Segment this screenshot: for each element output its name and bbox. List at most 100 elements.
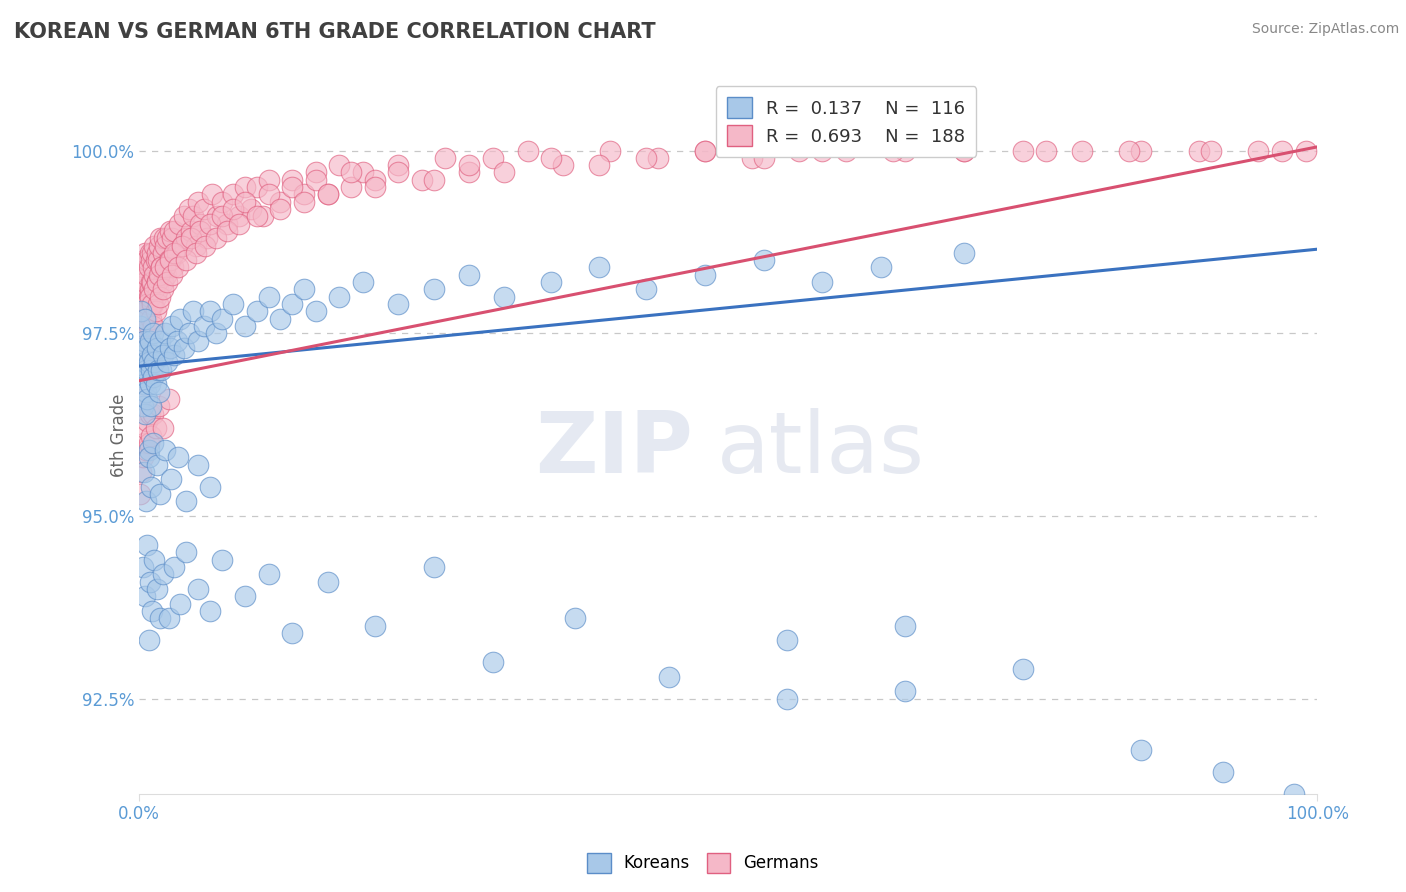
Point [146,341,169,355]
Point [233,318,256,333]
Point [599,144,621,158]
Point [152,421,174,435]
Point [811,275,834,289]
Point [131,260,153,275]
Point [155,268,177,282]
Point [170,238,193,252]
Point [257,187,280,202]
Point [129,392,152,406]
Point [160,253,183,268]
Point [163,348,186,362]
Point [193,202,215,216]
Point [146,275,169,289]
Point [693,268,716,282]
Point [364,618,387,632]
Point [458,268,481,282]
Point [1188,144,1211,158]
Point [143,238,166,252]
Point [340,180,363,194]
Point [146,297,169,311]
Point [340,165,363,179]
Point [141,604,163,618]
Point [138,334,160,348]
Point [153,238,176,252]
Point [136,414,159,428]
Point [167,450,190,465]
Point [145,290,167,304]
Point [257,173,280,187]
Point [481,151,503,165]
Point [129,370,152,384]
Point [305,173,328,187]
Point [246,304,269,318]
Point [1271,144,1294,158]
Point [246,209,269,223]
Point [634,151,657,165]
Point [211,311,233,326]
Point [233,590,256,604]
Point [316,187,339,202]
Point [167,260,190,275]
Point [135,326,157,341]
Point [135,282,157,296]
Point [494,165,516,179]
Point [776,633,799,648]
Point [138,443,160,458]
Point [1129,743,1152,757]
Point [136,290,159,304]
Point [292,187,315,202]
Point [131,363,153,377]
Point [281,297,304,311]
Point [131,465,153,479]
Point [787,144,810,158]
Point [150,260,173,275]
Point [187,334,209,348]
Point [281,180,304,194]
Text: ZIP: ZIP [536,409,693,491]
Point [145,421,167,435]
Point [141,297,163,311]
Point [163,560,186,574]
Point [134,311,156,326]
Point [143,553,166,567]
Point [811,144,834,158]
Point [153,260,176,275]
Point [134,355,156,369]
Point [364,173,387,187]
Point [1129,144,1152,158]
Point [156,275,179,289]
Point [181,209,204,223]
Point [564,611,586,625]
Point [1011,662,1033,676]
Legend: Koreans, Germans: Koreans, Germans [581,847,825,880]
Point [269,194,291,209]
Point [146,363,169,377]
Point [553,158,575,172]
Point [187,458,209,472]
Point [693,144,716,158]
Point [204,326,226,341]
Point [138,304,160,318]
Point [198,480,221,494]
Point [752,253,775,268]
Point [129,348,152,362]
Point [131,341,153,355]
Point [269,311,291,326]
Point [132,318,155,333]
Point [953,144,976,158]
Point [1035,144,1057,158]
Point [135,311,157,326]
Point [132,334,155,348]
Point [132,377,155,392]
Point [201,187,224,202]
Point [142,435,165,450]
Point [152,282,174,296]
Point [156,355,179,369]
Point [141,245,163,260]
Point [146,282,169,296]
Point [135,443,157,458]
Point [305,165,328,179]
Point [197,231,219,245]
Point [132,465,155,479]
Point [142,260,165,275]
